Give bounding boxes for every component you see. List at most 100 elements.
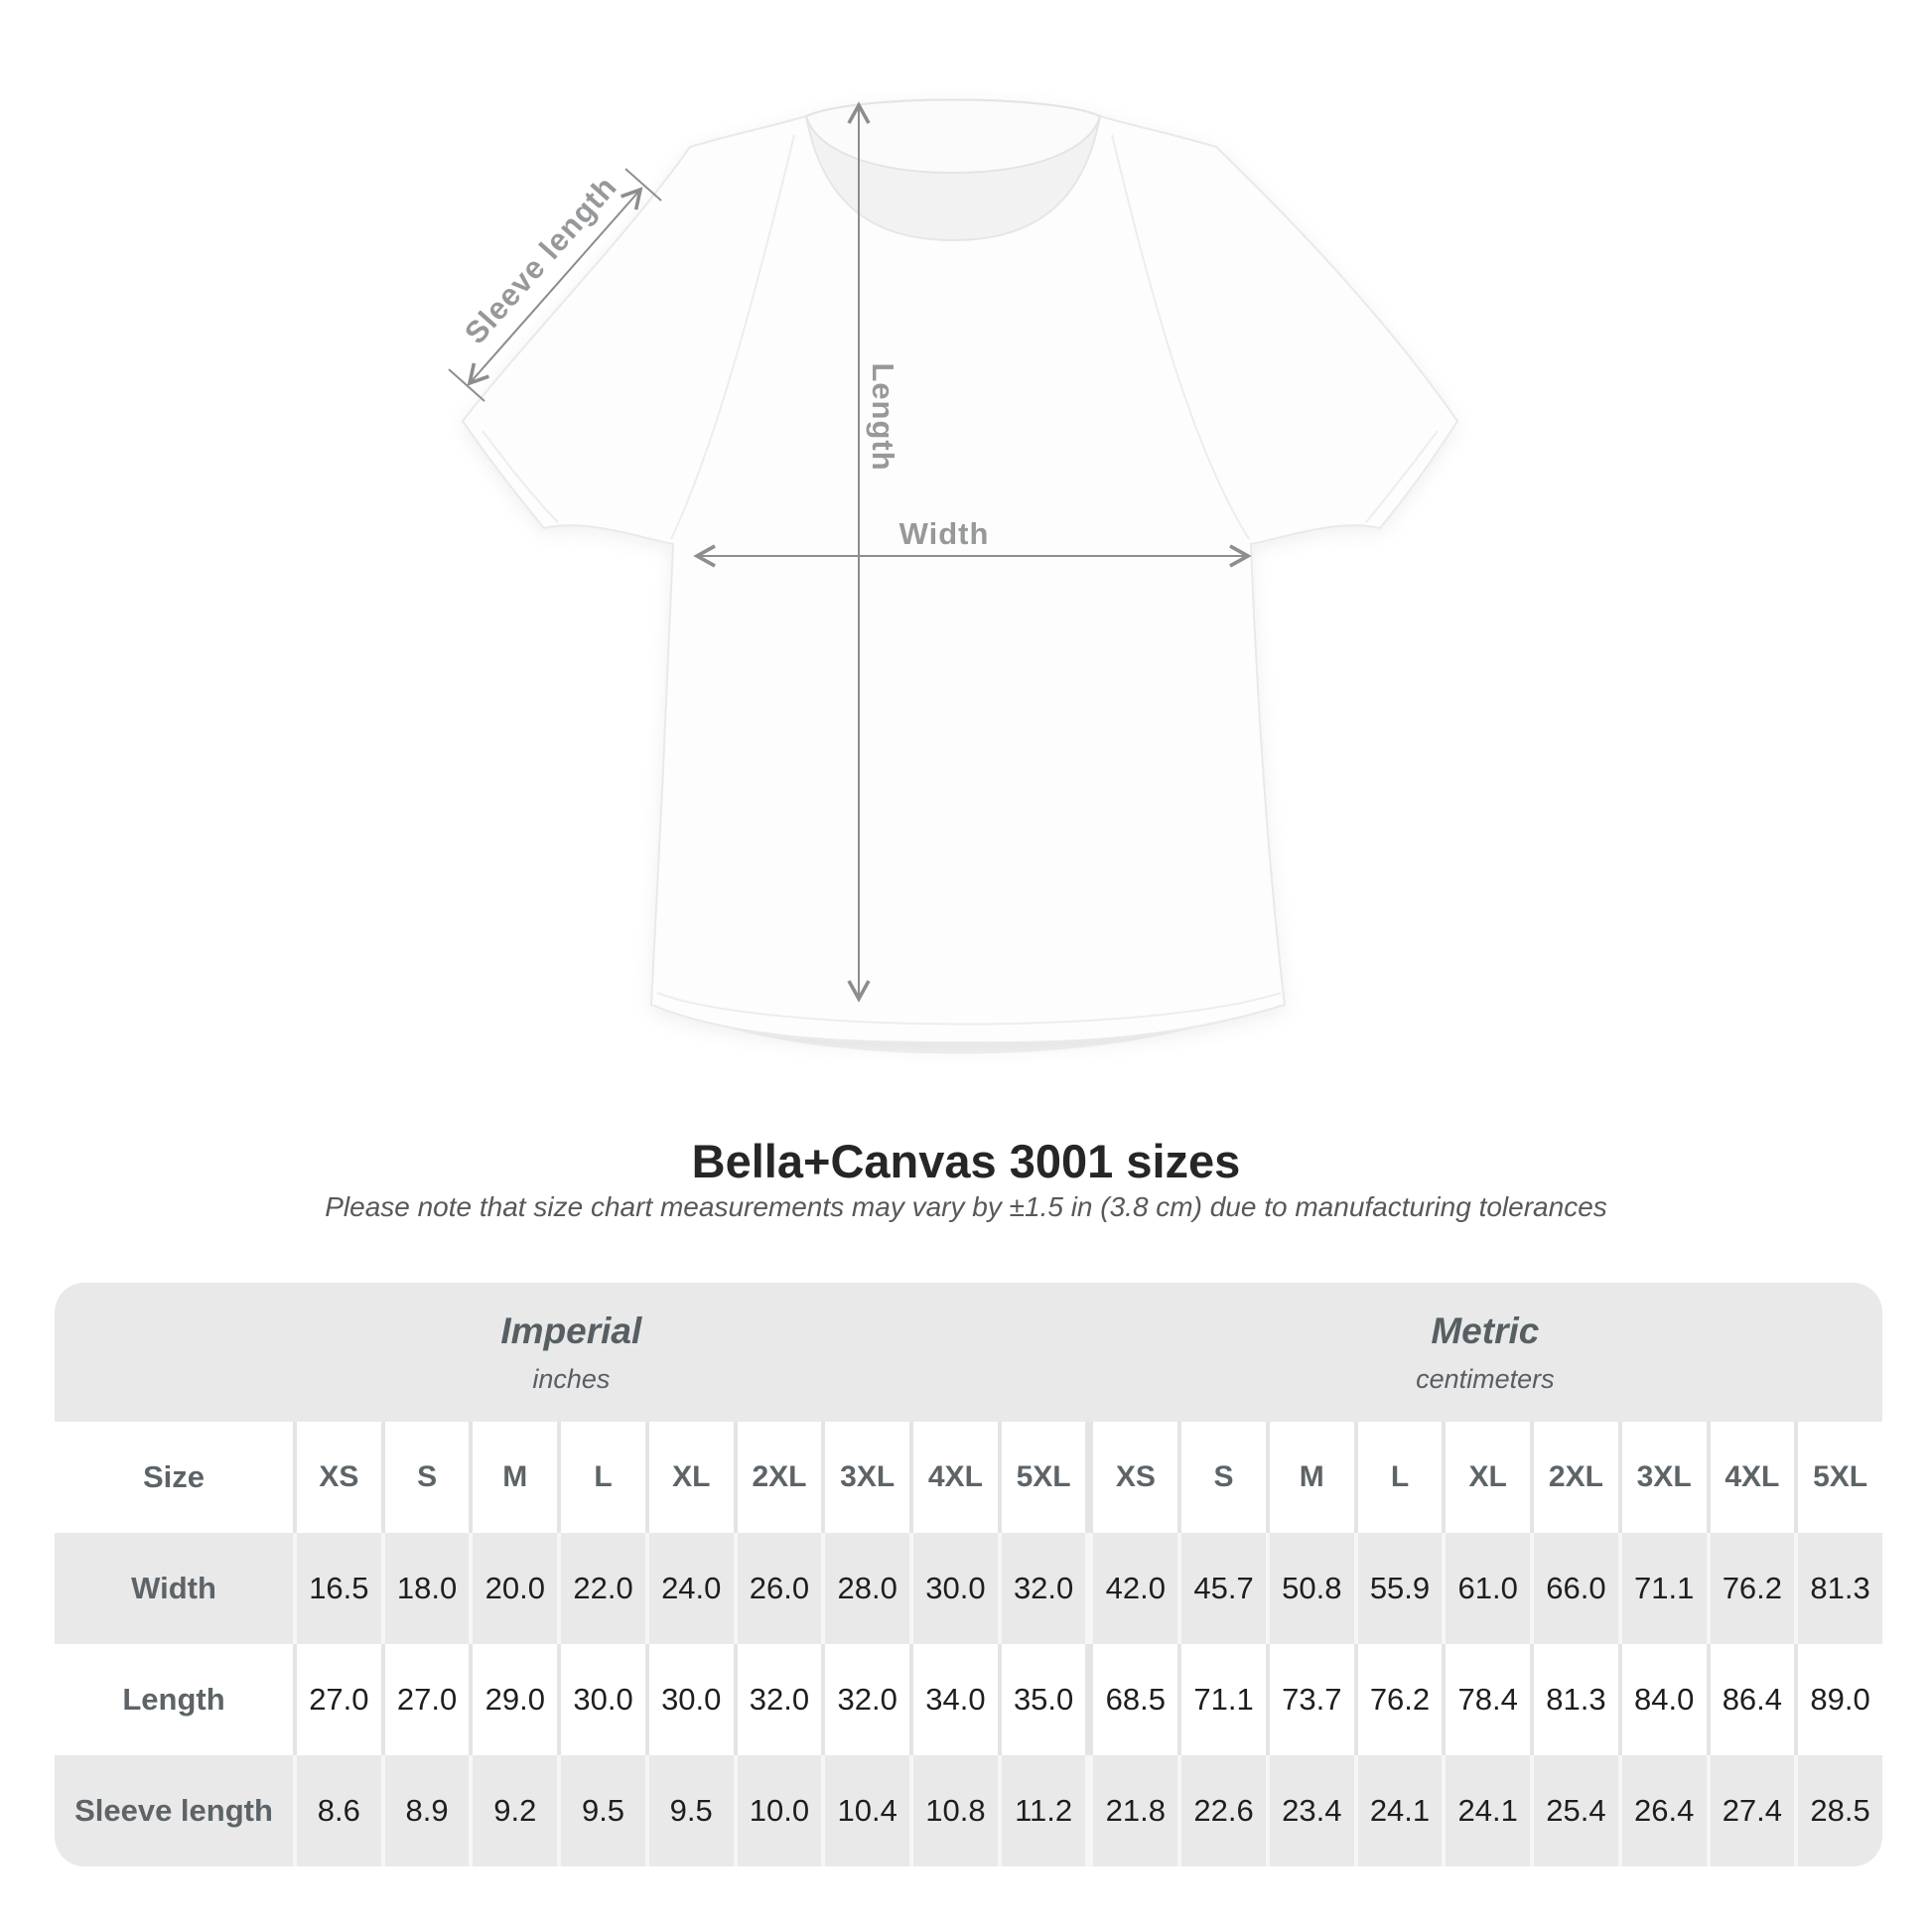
size-header-imperial-4xl: 4XL <box>909 1422 998 1533</box>
value-cell: 24.1 <box>1353 1755 1443 1866</box>
value-cell: 35.0 <box>997 1644 1086 1755</box>
size-header-metric-xl: XL <box>1442 1422 1530 1533</box>
value-cell: 42.0 <box>1085 1533 1177 1644</box>
value-cell: 76.2 <box>1706 1533 1795 1644</box>
tshirt-body <box>461 98 1459 1044</box>
value-cell: 18.0 <box>380 1533 470 1644</box>
metric-label: Metric <box>1431 1310 1540 1351</box>
tshirt-measurement-diagram: Sleeve length Length Width <box>448 98 1459 1054</box>
value-cell: 9.2 <box>469 1755 557 1866</box>
page-title: Bella+Canvas 3001 sizes <box>691 1135 1241 1187</box>
size-header-metric-5xl: 5XL <box>1794 1422 1882 1533</box>
sleeve-dimension-line <box>467 187 643 386</box>
table-row-length: Length 27.0 27.0 29.0 30.0 30.0 32.0 32.0 34.0 3… <box>55 1644 1882 1755</box>
imperial-unit-header: Imperial inches <box>55 1283 1088 1422</box>
value-cell: 84.0 <box>1617 1644 1707 1755</box>
size-header-metric-s: S <box>1177 1422 1266 1533</box>
value-cell: 8.9 <box>380 1755 470 1866</box>
value-cell: 86.4 <box>1706 1644 1795 1755</box>
page-subtitle: Please note that size chart measurements… <box>325 1191 1607 1222</box>
size-header-imperial-m: M <box>469 1422 557 1533</box>
size-chart-table: Imperial inches Metric centimeters Size … <box>55 1283 1882 1866</box>
value-cell: 28.0 <box>821 1533 909 1644</box>
value-cell: 81.3 <box>1530 1644 1618 1755</box>
value-cell: 76.2 <box>1353 1644 1443 1755</box>
size-header-imperial-2xl: 2XL <box>733 1422 822 1533</box>
value-cell: 61.0 <box>1442 1533 1530 1644</box>
length-label: Length <box>866 362 900 472</box>
value-cell: 27.0 <box>293 1644 381 1755</box>
size-header-metric-4xl: 4XL <box>1706 1422 1795 1533</box>
value-cell: 81.3 <box>1794 1533 1882 1644</box>
tshirt-right-armhole-seam <box>1111 134 1250 540</box>
value-cell: 27.0 <box>380 1644 470 1755</box>
value-cell: 71.1 <box>1617 1533 1707 1644</box>
value-cell: 22.6 <box>1177 1755 1266 1866</box>
value-cell: 26.4 <box>1617 1755 1707 1866</box>
value-cell: 68.5 <box>1085 1644 1177 1755</box>
value-cell: 25.4 <box>1530 1755 1618 1866</box>
value-cell: 45.7 <box>1177 1533 1266 1644</box>
size-header-metric-l: L <box>1353 1422 1443 1533</box>
table-row-sleeve-length: Sleeve length 8.6 8.9 9.2 9.5 9.5 10.0 10.4 10.… <box>55 1755 1882 1866</box>
value-cell: 71.1 <box>1177 1644 1266 1755</box>
size-header-row: Size XS S M L XL 2XL 3XL 4XL 5XL XS S M L XL 2XL 3XL 4XL… <box>55 1422 1882 1533</box>
value-cell: 10.8 <box>909 1755 998 1866</box>
value-cell: 28.5 <box>1794 1755 1882 1866</box>
value-cell: 78.4 <box>1442 1644 1530 1755</box>
row-label-length: Length <box>122 1682 225 1717</box>
size-header-imperial-l: L <box>557 1422 645 1533</box>
value-cell: 11.2 <box>997 1755 1086 1866</box>
value-cell: 32.0 <box>733 1644 822 1755</box>
value-cell: 26.0 <box>733 1533 822 1644</box>
tshirt-left-armhole-seam <box>670 134 795 540</box>
imperial-label: Imperial <box>500 1310 642 1351</box>
size-header-metric-2xl: 2XL <box>1530 1422 1618 1533</box>
value-cell: 9.5 <box>557 1755 645 1866</box>
size-header-metric-3xl: 3XL <box>1617 1422 1707 1533</box>
value-cell: 50.8 <box>1265 1533 1354 1644</box>
row-label-width: Width <box>131 1571 216 1605</box>
sleeve-dimension-cap-bottom <box>448 368 485 402</box>
value-cell: 29.0 <box>469 1644 557 1755</box>
value-cell: 16.5 <box>293 1533 381 1644</box>
table-row-width: Width 16.5 18.0 20.0 22.0 24.0 26.0 28.0 30.0 32… <box>55 1533 1882 1644</box>
value-cell: 20.0 <box>469 1533 557 1644</box>
value-cell: 22.0 <box>557 1533 645 1644</box>
sleeve-dimension-cap-top <box>624 168 662 202</box>
metric-unit: centimeters <box>1416 1363 1555 1394</box>
value-cell: 34.0 <box>909 1644 998 1755</box>
value-cell: 24.1 <box>1442 1755 1530 1866</box>
size-header-imperial-5xl: 5XL <box>997 1422 1086 1533</box>
imperial-unit: inches <box>532 1363 611 1394</box>
tshirt-right-cuff-seam <box>1365 430 1439 523</box>
unit-header-row: Imperial inches Metric centimeters <box>55 1283 1882 1422</box>
size-header-imperial-xs: XS <box>293 1422 381 1533</box>
value-cell: 55.9 <box>1353 1533 1443 1644</box>
size-header-metric-xs: XS <box>1085 1422 1177 1533</box>
size-column-header: Size <box>142 1459 206 1494</box>
value-cell: 10.4 <box>821 1755 909 1866</box>
value-cell: 27.4 <box>1706 1755 1795 1866</box>
metric-unit-header: Metric centimeters <box>1088 1283 1882 1422</box>
size-header-metric-m: M <box>1265 1422 1354 1533</box>
value-cell: 89.0 <box>1794 1644 1882 1755</box>
tshirt-graphic <box>448 98 1459 1054</box>
size-header-imperial-xl: XL <box>644 1422 734 1533</box>
value-cell: 21.8 <box>1085 1755 1177 1866</box>
tshirt-hem-seam <box>656 992 1282 1026</box>
size-header-imperial-3xl: 3XL <box>821 1422 909 1533</box>
value-cell: 32.0 <box>997 1533 1086 1644</box>
value-cell: 66.0 <box>1530 1533 1618 1644</box>
value-cell: 24.0 <box>644 1533 734 1644</box>
row-label-sleeve-length: Sleeve length <box>74 1793 273 1828</box>
width-label: Width <box>898 516 990 551</box>
value-cell: 23.4 <box>1265 1755 1354 1866</box>
value-cell: 32.0 <box>821 1644 909 1755</box>
value-cell: 8.6 <box>293 1755 381 1866</box>
value-cell: 30.0 <box>557 1644 645 1755</box>
size-header-imperial-s: S <box>380 1422 470 1533</box>
value-cell: 73.7 <box>1265 1644 1354 1755</box>
value-cell: 9.5 <box>644 1755 734 1866</box>
